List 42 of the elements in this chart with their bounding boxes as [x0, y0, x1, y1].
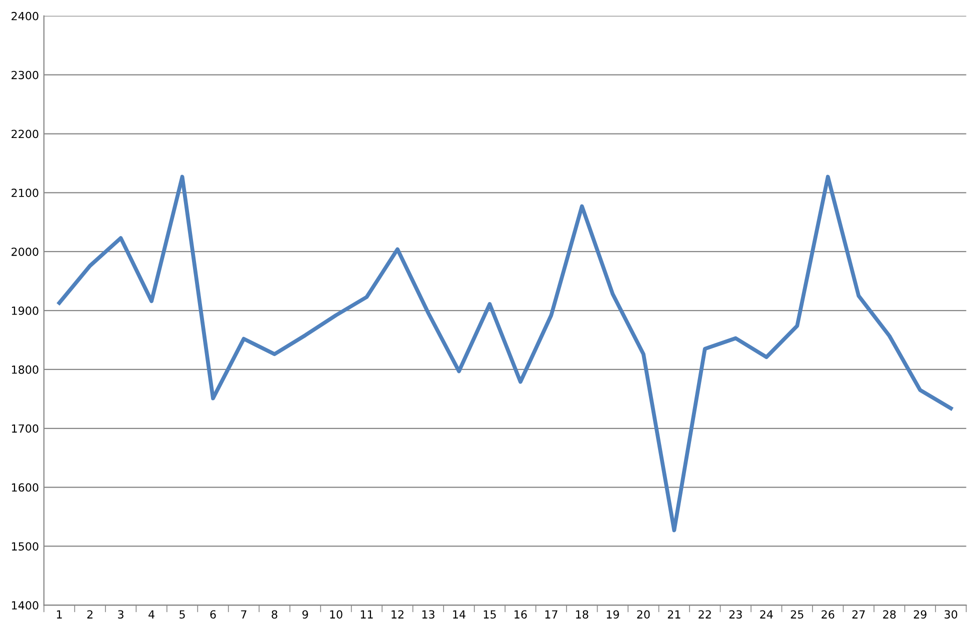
y-tick-label: 2200: [12, 130, 38, 138]
x-tick-label: 10: [330, 610, 342, 619]
y-tick-label: 2100: [12, 188, 38, 198]
x-tick-label: 5: [180, 610, 185, 619]
y-tick-label: 2400: [12, 12, 38, 20]
x-tick-label: 2: [87, 610, 92, 618]
x-tick-label: 22: [698, 610, 711, 618]
y-tick-label: 1800: [12, 365, 38, 374]
x-tick-label: 6: [210, 610, 216, 619]
y-tick-label: 2000: [12, 248, 38, 256]
y-tick-label: 1400: [12, 601, 38, 610]
x-tick-label: 1: [56, 610, 62, 618]
x-tick-label: 25: [790, 610, 804, 619]
y-tick-label: 1700: [12, 424, 38, 433]
line-series: [57, 174, 953, 532]
x-tick-label: 18: [576, 610, 588, 619]
x-tick-label: 27: [852, 610, 865, 618]
x-tick-label: 20: [637, 610, 650, 619]
x-tick-label: 13: [422, 610, 434, 619]
x-tick-label: 30: [944, 610, 958, 619]
x-tick-label: 3: [118, 610, 124, 619]
x-tick-label: 14: [453, 610, 466, 618]
x-tick-label: 11: [360, 610, 373, 618]
x-tick-label: 28: [883, 610, 896, 619]
x-tick-label: 4: [148, 610, 154, 618]
x-tick-label: 12: [392, 610, 404, 618]
x-tick-label: 8: [272, 610, 278, 619]
x-tick-label: 19: [606, 610, 619, 619]
x-tick-label: 15: [484, 610, 496, 619]
y-tick-label: 1600: [12, 483, 38, 492]
x-tick-label: 29: [914, 610, 926, 619]
x-tick-label: 21: [668, 610, 680, 618]
x-tick-label: 26: [822, 610, 834, 619]
x-tick-label: 24: [760, 610, 773, 618]
x-tick-label: 9: [302, 610, 308, 619]
y-tick-label: 1500: [12, 542, 38, 551]
y-tick-label: 1900: [12, 306, 38, 315]
x-tick-label: 16: [514, 610, 527, 619]
x-tick-label: 17: [545, 610, 558, 618]
x-tick-label: 23: [729, 610, 742, 619]
y-tick-label: 2300: [12, 70, 38, 80]
x-tick-label: 7: [241, 610, 246, 618]
